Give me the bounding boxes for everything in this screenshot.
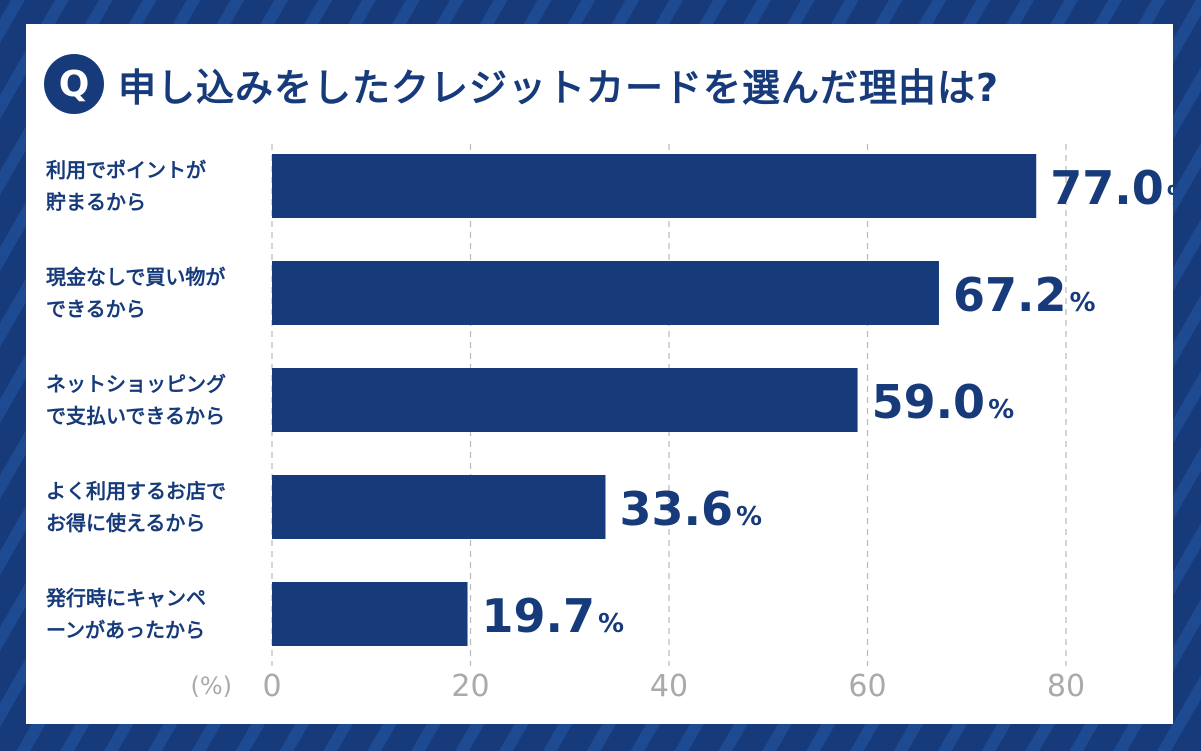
q-badge: Q	[44, 54, 104, 114]
bar-5	[272, 582, 468, 646]
tick-label-40: 40	[650, 669, 688, 704]
value-unit: %	[1069, 288, 1095, 318]
value-label-1: 77.0%	[1050, 161, 1173, 215]
value-label-4: 33.6%	[619, 482, 762, 536]
value-label-3: 59.0%	[872, 375, 1015, 429]
value-number: 19.7	[482, 589, 595, 643]
value-unit: %	[988, 395, 1014, 425]
value-unit: %	[1167, 181, 1173, 211]
tick-label-60: 60	[848, 669, 886, 704]
category-label-4: よく利用するお店で お得に使えるから	[46, 479, 226, 535]
tick-label-20: 20	[451, 669, 489, 704]
title-row: Q 申し込みをしたクレジットカードを選んだ理由は?	[44, 52, 999, 116]
value-unit: %	[736, 502, 762, 532]
category-label-1: 利用でポイントが 貯まるから	[46, 158, 206, 214]
tick-label-0: 0	[262, 669, 281, 704]
bar-3	[272, 368, 858, 432]
value-number: 33.6	[619, 482, 733, 536]
chart-title: 申し込みをしたクレジットカードを選んだ理由は?	[118, 65, 1000, 110]
bar-2	[272, 261, 939, 325]
value-number: 67.2	[953, 268, 1066, 322]
bar-4	[272, 475, 606, 539]
category-label-2: 現金なしで買い物が できるから	[46, 265, 226, 321]
value-label-5: 19.7%	[482, 589, 625, 643]
value-number: 77.0	[1050, 161, 1164, 215]
value-unit: %	[598, 609, 624, 639]
unit-label: (%)	[190, 672, 232, 700]
chart-panel: Q 申し込みをしたクレジットカードを選んだ理由は? 利用でポイントが 貯まるから…	[26, 24, 1173, 724]
category-label-3: ネットショッピング で支払いできるから	[46, 372, 226, 428]
value-number: 59.0	[872, 375, 986, 429]
value-label-2: 67.2%	[953, 268, 1096, 322]
tick-label-80: 80	[1047, 669, 1085, 704]
category-label-5: 発行時にキャンペ ーンがあったから	[46, 586, 206, 642]
bar-1	[272, 154, 1037, 218]
